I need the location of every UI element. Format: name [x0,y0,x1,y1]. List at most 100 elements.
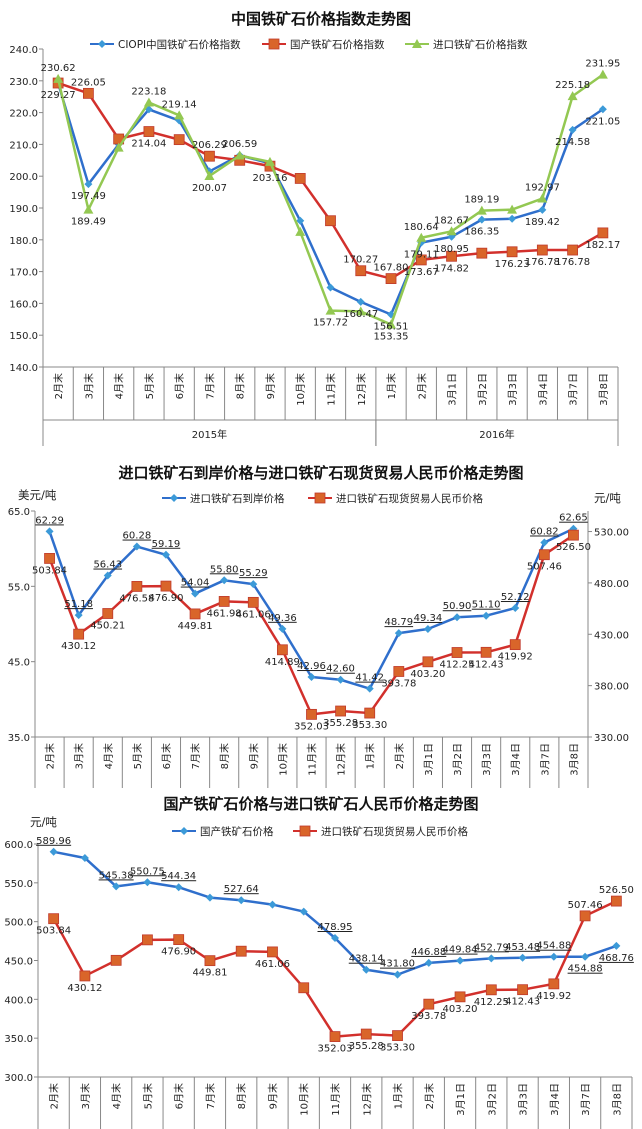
chart1-data-label: 179.11 [404,250,439,261]
chart3-data-label: 526.50 [599,885,634,896]
chart3-data-label: 449.81 [192,968,227,979]
chart1-data-label: 203.16 [252,173,287,184]
chart3-data-label: 431.80 [380,959,415,970]
chart3-data-label: 503.84 [36,926,71,937]
chart2-data-label: 50.90 [443,601,472,612]
chart1-legend-label: 国产铁矿石价格指数 [290,38,385,51]
chart1-data-label: 226.05 [71,77,106,88]
chart1-y-tick-label: 230.0 [9,77,38,88]
chart1-series-3-point [476,205,487,215]
chart1-series-3-point [597,69,608,79]
chart3-series-1-point [487,954,496,963]
chart2-x-tick-label: 9月末 [247,743,260,769]
chart1-series-3-point [264,156,275,166]
chart2-data-label: 42.96 [297,661,326,672]
chart2-y2-tick-label: 530.00 [594,528,629,539]
chart3-series-1-point [612,941,621,950]
chart3-series-2-point [360,1028,372,1040]
chart2-title: 进口铁矿石到岸价格与进口铁矿石现货贸易人民币价格走势图 [118,464,523,482]
chart2-x-tick-label: 8月末 [218,743,231,769]
chart2-legend-marker [170,494,178,502]
chart2-series-2-point [247,596,259,608]
chart2-data-label: 503.84 [32,565,67,576]
chart3-series-1-point [424,958,433,967]
chart2-series-1-point [249,580,258,589]
chart1-series-3-point [416,232,427,242]
chart2-data-label: 62.29 [35,515,64,526]
chart1-series-1-point [568,125,577,134]
chart3-data-label: 393.78 [411,1011,446,1022]
chart1-x-tick-label: 2月末 [52,373,65,399]
chart3-series-2-point [204,955,216,967]
chart1-series-2-point [415,254,427,266]
chart3-series-2-point [110,954,122,966]
chart3-series-2-point [48,913,60,925]
chart1-x-tick-label: 3月4日 [537,373,549,406]
chart1-y-tick-label: 140.0 [9,363,38,374]
chart3-series-2-point [485,984,497,996]
chart2-x-tick-label: 1月末 [364,743,377,769]
chart2-legend-marker [314,492,326,504]
chart2-data-label: 60.28 [123,531,152,542]
chart3-x-tick-label: 9月末 [266,1083,279,1109]
chart1-x-tick-label: 8月末 [234,373,247,399]
chart3-data-label: 419.92 [536,991,571,1002]
chart1-x-tick-label: 10月末 [294,373,307,406]
chart1-series-1-point [356,297,365,306]
chart3-series-2-point [423,998,435,1010]
chart2-series-2-point [480,646,492,658]
chart2-data-label: 60.82 [530,526,559,537]
chart3-data-label: 461.06 [255,959,290,970]
chart2-series-2-point [422,656,434,668]
chart2-data-label: 476.90 [148,593,183,604]
chart1-series-1-point [84,180,93,189]
chart2-data-label: 55.29 [239,568,268,579]
chart3-x-tick-label: 4月末 [110,1083,123,1109]
chart2-data-label: 450.21 [90,621,125,632]
chart3-series-2-point [267,946,278,958]
chart1-series-2-point [536,244,548,256]
chart2-data-label: 449.81 [178,621,213,632]
chart1-series-2-point [294,173,306,184]
chart1-x-tick-label: 2月末 [415,373,428,399]
chart1-data-label: 219.14 [162,99,197,110]
chart1-data-label: 206.29 [192,140,227,151]
chart2-data-label: 414.89 [265,657,300,668]
chart3-x-tick-label: 2月末 [423,1083,436,1109]
chart3-x-tick-label: 3月4日 [549,1083,561,1116]
chart1-title: 中国铁矿石价格指数走势图 [231,10,411,28]
chart1-data-label: 182.17 [585,240,620,251]
chart1-data-label: 214.58 [555,137,590,148]
chart2-x-tick-label: 3月末 [73,743,86,769]
chart3-series-1-point [143,878,152,887]
chart3-x-tick-label: 11月末 [329,1083,342,1116]
chart1-series-2-point [476,247,488,259]
chart3-y-tick-label: 450.0 [4,957,33,968]
chart1-series-3-point [537,193,548,203]
chart3-series-1-point [205,893,214,902]
chart2-x-tick-label: 11月末 [306,743,319,776]
chart1-data-label: 223.18 [131,86,166,97]
chart1-series-3-point [83,204,94,214]
chart3-x-tick-label: 1月末 [392,1083,405,1109]
chart3-x-tick-label: 10月末 [298,1083,311,1116]
chart2-data-label: 51.18 [64,599,93,610]
chart2-series-2-point [509,639,521,651]
chart1-year-label: 2016年 [479,428,514,441]
chart3-x-tick-label: 3月8日 [611,1083,623,1116]
chart2-series-2-point [364,707,376,719]
chart3-x-tick-label: 5月末 [141,1083,154,1109]
chart1-data-label: 176.78 [555,257,590,268]
chart2-data-label: 526.50 [556,542,591,553]
chart2-data-label: 62.65 [559,513,588,524]
chart1-x-tick-label: 3月2日 [477,373,489,406]
chart1-series-3-point [446,226,457,236]
chart2-data-label: 55.80 [210,564,239,575]
chart1-data-label: 182.67 [434,215,469,226]
chart3-data-label: 507.46 [568,900,603,911]
chart3-series-1-point [112,882,121,891]
chart1-series-2-point [506,246,518,258]
chart2-x-tick-label: 3月1日 [423,743,435,776]
chart2-y-tick-label: 45.0 [8,658,30,669]
chart3-y-tick-label: 600.0 [4,840,33,851]
